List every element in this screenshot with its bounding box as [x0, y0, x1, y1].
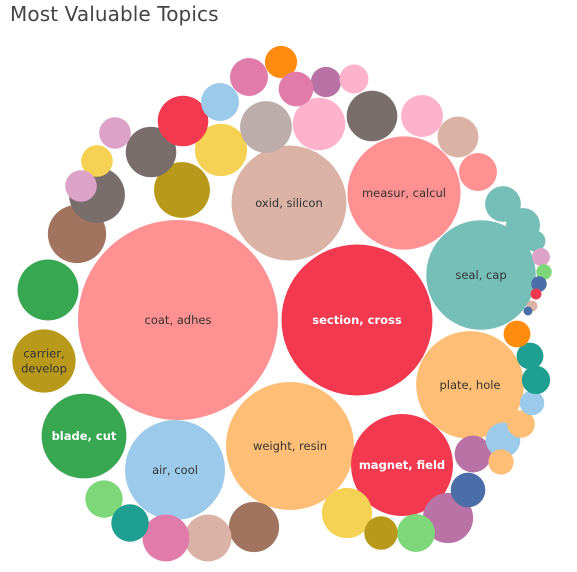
bubble-label: seal, cap	[455, 268, 506, 282]
bubble[interactable]	[340, 65, 369, 94]
bubble-circle[interactable]	[158, 96, 209, 147]
bubble-label: carrier,develop	[21, 347, 67, 376]
bubble-circle[interactable]	[520, 391, 545, 416]
bubble-label: measur, calcul	[362, 186, 446, 200]
bubble-label: plate, hole	[439, 378, 500, 392]
bubble-circle[interactable]	[488, 449, 513, 474]
bubble-circle[interactable]	[229, 502, 279, 552]
bubble[interactable]	[18, 260, 79, 321]
bubble[interactable]	[279, 72, 314, 107]
bubble[interactable]	[347, 91, 398, 142]
bubble[interactable]: coat, adhes	[78, 220, 278, 420]
bubble[interactable]	[520, 391, 545, 416]
bubble[interactable]	[111, 504, 148, 541]
bubble[interactable]	[522, 366, 550, 394]
bubble-circle[interactable]	[524, 307, 533, 316]
bubble[interactable]: section, cross	[282, 245, 433, 396]
bubble-circle[interactable]	[185, 515, 232, 562]
bubble-circle[interactable]	[532, 248, 550, 266]
bubble[interactable]: oxid, silicon	[232, 146, 347, 261]
bubble-label: weight, resin	[253, 439, 327, 453]
bubble[interactable]	[504, 321, 531, 348]
bubble[interactable]	[451, 473, 486, 508]
bubbles-layer: coat, adhes section, cross oxid, silicon me…	[12, 46, 551, 562]
bubble[interactable]	[230, 58, 268, 96]
bubble[interactable]	[201, 83, 239, 121]
bubble[interactable]	[531, 289, 542, 300]
bubble[interactable]	[240, 101, 292, 153]
bubble[interactable]	[401, 95, 443, 137]
bubble-label: air, cool	[152, 463, 198, 477]
bubble[interactable]	[397, 514, 435, 552]
bubble-circle[interactable]	[451, 473, 486, 508]
bubble[interactable]	[143, 515, 190, 562]
bubble-circle[interactable]	[311, 67, 341, 97]
bubble[interactable]	[364, 516, 397, 549]
bubble[interactable]	[311, 67, 341, 97]
bubble[interactable]	[99, 117, 131, 149]
bubble[interactable]	[459, 153, 497, 191]
bubble[interactable]: weight, resin	[226, 382, 354, 510]
bubble-label: coat, adhes	[145, 313, 212, 327]
bubble-label: oxid, silicon	[255, 196, 323, 210]
bubble-circle[interactable]	[364, 516, 397, 549]
bubble[interactable]	[229, 502, 279, 552]
bubble-circle[interactable]	[531, 289, 542, 300]
bubble-circle[interactable]	[143, 515, 190, 562]
bubble[interactable]: air, cool	[125, 420, 225, 520]
bubble[interactable]: measur, calcul	[347, 136, 460, 249]
bubble-circle[interactable]	[397, 514, 435, 552]
bubble-label: blade, cut	[52, 429, 117, 443]
bubble-circle[interactable]	[438, 117, 479, 158]
bubble-circle[interactable]	[504, 321, 531, 348]
bubble-label: section, cross	[312, 313, 402, 327]
bubble-circle[interactable]	[65, 170, 97, 202]
bubble-circle[interactable]	[340, 65, 369, 94]
bubble-circle[interactable]	[401, 95, 443, 137]
bubble-circle[interactable]	[230, 58, 268, 96]
bubble[interactable]: blade, cut	[42, 394, 127, 479]
bubble-circle[interactable]	[459, 153, 497, 191]
bubble-circle[interactable]	[279, 72, 314, 107]
bubble-circle[interactable]	[522, 366, 550, 394]
bubble-circle[interactable]	[240, 101, 292, 153]
bubble-label: magnet, field	[359, 458, 445, 472]
bubble-circle[interactable]	[111, 504, 148, 541]
bubble[interactable]	[158, 96, 209, 147]
bubble[interactable]: carrier,develop	[12, 329, 75, 392]
bubble-circle[interactable]	[347, 91, 398, 142]
bubble[interactable]	[524, 307, 533, 316]
bubble-circle[interactable]	[201, 83, 239, 121]
bubble[interactable]	[438, 117, 479, 158]
bubble-circle[interactable]	[99, 117, 131, 149]
bubble[interactable]	[185, 515, 232, 562]
bubble-circle[interactable]	[18, 260, 79, 321]
bubble[interactable]	[532, 248, 550, 266]
bubble[interactable]	[65, 170, 97, 202]
bubble[interactable]	[488, 449, 513, 474]
